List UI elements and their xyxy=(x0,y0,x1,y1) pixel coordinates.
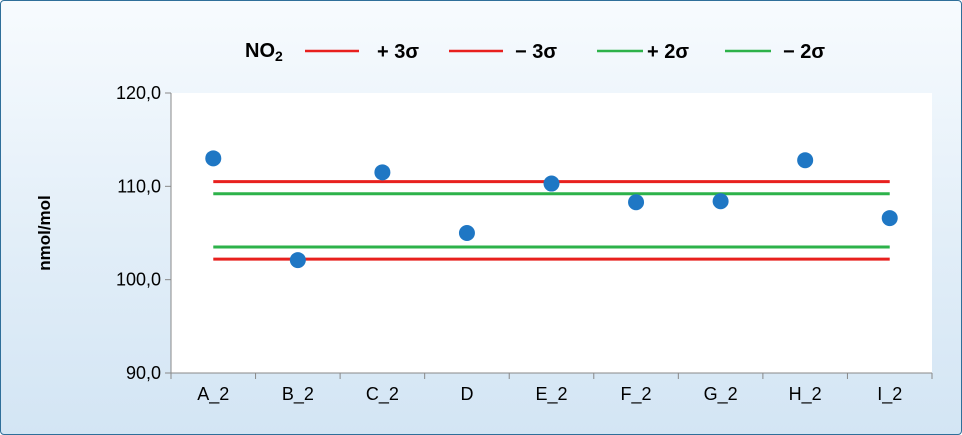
y-axis-label: nmol/mol xyxy=(35,195,54,271)
data-point-c-2 xyxy=(374,164,390,180)
y-tick-label: 120,0 xyxy=(116,83,161,103)
legend: NO2 + 3σ − 3σ + 2σ − 2σ xyxy=(245,40,825,64)
legend-label-plus3sigma: + 3σ xyxy=(377,41,419,63)
legend-label-minus3sigma: − 3σ xyxy=(515,41,557,63)
x-tick-label: A_2 xyxy=(197,384,229,405)
plot-area xyxy=(171,93,932,373)
x-tick-label: D xyxy=(460,384,473,404)
data-point-g-2 xyxy=(713,193,729,209)
y-tick-label: 100,0 xyxy=(116,270,161,290)
legend-label-plus2sigma: + 2σ xyxy=(647,41,689,63)
legend-label-minus2sigma: − 2σ xyxy=(783,41,825,63)
y-tick-label: 110,0 xyxy=(117,176,161,196)
data-point-f-2 xyxy=(628,194,644,210)
x-tick-label: F_2 xyxy=(621,384,652,405)
data-point-h-2 xyxy=(797,152,813,168)
x-tick-label: G_2 xyxy=(704,384,738,405)
x-tick-label: I_2 xyxy=(877,384,902,405)
data-point-i-2 xyxy=(882,210,898,226)
x-tick-label: B_2 xyxy=(282,384,314,405)
y-tick-label: 90,0 xyxy=(126,363,161,383)
x-tick-label: E_2 xyxy=(535,384,567,405)
legend-label-no2: NO2 xyxy=(245,40,283,64)
data-point-a-2 xyxy=(205,150,221,166)
data-point-e-2 xyxy=(544,176,560,192)
data-point-b-2 xyxy=(290,252,306,268)
data-point-d xyxy=(459,225,475,241)
x-tick-label: H_2 xyxy=(789,384,822,405)
x-tick-label: C_2 xyxy=(366,384,399,405)
